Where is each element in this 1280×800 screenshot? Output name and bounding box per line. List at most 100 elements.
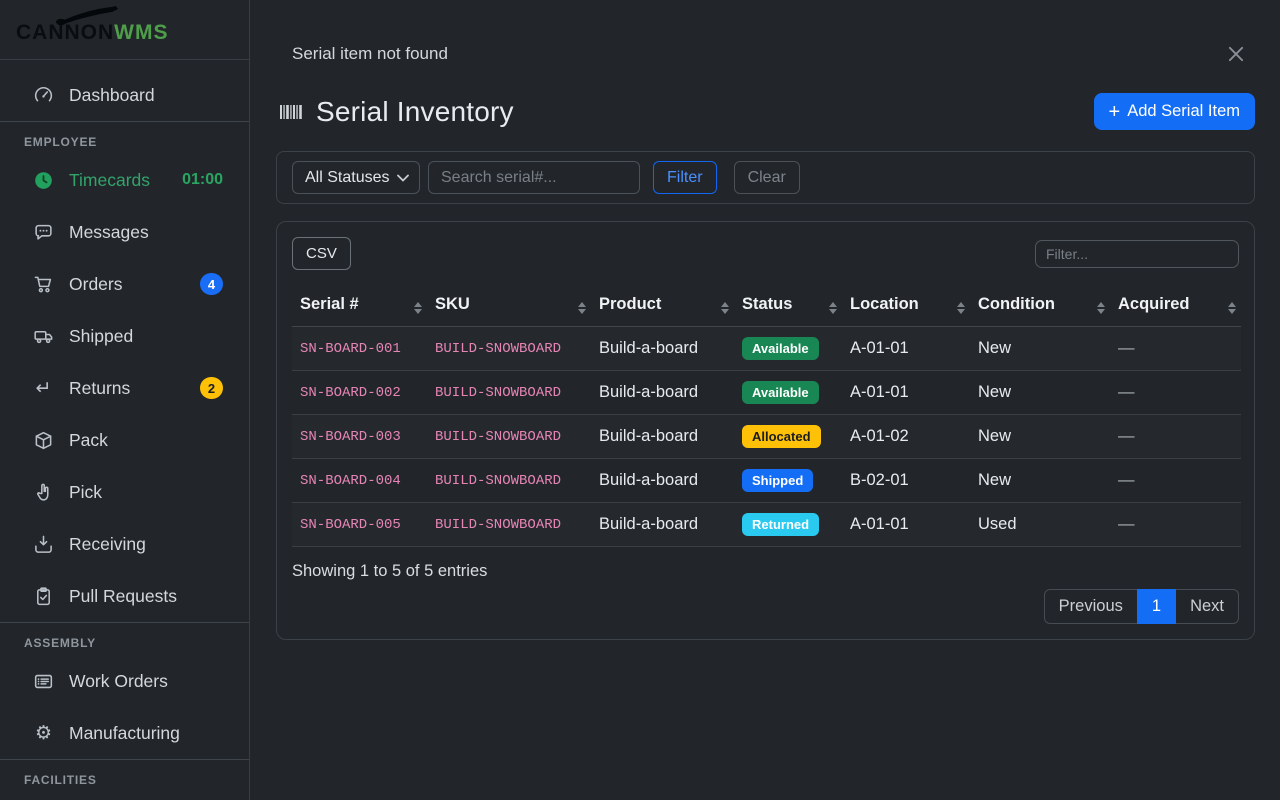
- main-content: Serial item not found Serial Inventory +…: [251, 37, 1280, 640]
- column-header-location[interactable]: Location: [842, 289, 970, 327]
- location-cell: B-02-01: [842, 459, 970, 503]
- clipboard-icon: [33, 587, 54, 606]
- sidebar-item-dashboard[interactable]: Dashboard: [0, 69, 249, 121]
- sidebar-section-assembly: ASSEMBLY: [24, 636, 225, 650]
- product-cell: Build-a-board: [591, 415, 734, 459]
- sidebar-section-employee: EMPLOYEE: [24, 135, 225, 149]
- column-header-acquired[interactable]: Acquired: [1110, 289, 1241, 327]
- column-header-label: Status: [742, 295, 792, 313]
- page-title-group: Serial Inventory: [280, 96, 514, 128]
- status-cell: Returned: [734, 503, 842, 547]
- status-badge: Allocated: [742, 425, 821, 448]
- alert-message: Serial item not found: [292, 44, 448, 64]
- column-header-condition[interactable]: Condition: [970, 289, 1110, 327]
- status-badge: Available: [742, 381, 819, 404]
- sidebar-item-work-orders[interactable]: Work Orders: [0, 655, 249, 707]
- sidebar-item-label: Timecards: [69, 170, 150, 191]
- add-serial-item-button[interactable]: + Add Serial Item: [1094, 93, 1256, 130]
- column-header-sku[interactable]: SKU: [427, 289, 591, 327]
- pagination-page-1-button[interactable]: 1: [1137, 589, 1176, 624]
- product-cell: Build-a-board: [591, 327, 734, 371]
- close-icon: [1227, 45, 1245, 63]
- column-header-serial[interactable]: Serial #: [292, 289, 427, 327]
- table-row[interactable]: SN-BOARD-001BUILD-SNOWBOARDBuild-a-board…: [292, 327, 1241, 371]
- product-cell: Build-a-board: [591, 503, 734, 547]
- column-header-label: Location: [850, 295, 919, 313]
- sidebar-item-pull-requests[interactable]: Pull Requests: [0, 570, 249, 622]
- table-summary: Showing 1 to 5 of 5 entries: [292, 562, 1239, 581]
- column-header-product[interactable]: Product: [591, 289, 734, 327]
- pagination-next-button[interactable]: Next: [1175, 589, 1239, 624]
- cart-icon: [33, 275, 54, 294]
- sidebar-item-label: Orders: [69, 274, 122, 295]
- sidebar-divider: [0, 759, 249, 760]
- sidebar-item-manufacturing[interactable]: ⚙Manufacturing: [0, 707, 249, 759]
- sidebar-item-label: Shipped: [69, 326, 133, 347]
- sidebar-item-label: Dashboard: [69, 85, 155, 106]
- alert-close-button[interactable]: [1225, 43, 1247, 65]
- hand-icon: [33, 483, 54, 502]
- pagination-row: Previous 1 Next: [292, 589, 1239, 624]
- table-filter-input[interactable]: [1035, 240, 1239, 268]
- table-header-row: Serial #SKUProduct Status Location Conditio…: [292, 289, 1241, 327]
- table-row[interactable]: SN-BOARD-002BUILD-SNOWBOARDBuild-a-board…: [292, 371, 1241, 415]
- filter-bar: All Statuses Filter Clear: [276, 151, 1255, 204]
- status-badge: Shipped: [742, 469, 813, 492]
- sidebar-item-timecards[interactable]: Timecards01:00: [0, 154, 249, 206]
- plus-icon: +: [1109, 105, 1121, 119]
- sort-icon: [829, 302, 837, 314]
- sidebar-item-label: Receiving: [69, 534, 146, 555]
- sidebar-divider: [0, 622, 249, 623]
- location-cell: A-01-01: [842, 503, 970, 547]
- return-icon: ↵: [33, 379, 54, 398]
- sidebar-item-label: Messages: [69, 222, 149, 243]
- count-badge: 2: [200, 377, 223, 399]
- clear-button[interactable]: Clear: [734, 161, 800, 194]
- cannon-icon: [46, 6, 132, 26]
- condition-cell: Used: [970, 503, 1110, 547]
- product-cell: Build-a-board: [591, 459, 734, 503]
- status-badge: Returned: [742, 513, 819, 536]
- sidebar-item-label: Returns: [69, 378, 130, 399]
- sidebar-item-pick[interactable]: Pick: [0, 466, 249, 518]
- sort-icon: [578, 302, 586, 314]
- barcode-icon: [280, 104, 303, 120]
- filter-button[interactable]: Filter: [653, 161, 717, 194]
- sidebar-item-shipped[interactable]: Shipped: [0, 310, 249, 362]
- chat-icon: [33, 223, 54, 242]
- product-cell: Build-a-board: [591, 371, 734, 415]
- serial-cell: SN-BOARD-001: [292, 327, 427, 371]
- status-select[interactable]: All Statuses: [292, 161, 420, 194]
- serial-cell: SN-BOARD-005: [292, 503, 427, 547]
- sidebar-item-returns[interactable]: ↵ Returns 2: [0, 362, 249, 414]
- serial-table-card: CSV Serial #SKUProduct Status Location Cond…: [276, 221, 1255, 640]
- condition-cell: New: [970, 327, 1110, 371]
- sidebar-item-orders[interactable]: Orders4: [0, 258, 249, 310]
- sku-cell: BUILD-SNOWBOARD: [427, 371, 591, 415]
- brand-logo[interactable]: CANNONWMS: [0, 0, 249, 60]
- sidebar-item-receiving[interactable]: Receiving: [0, 518, 249, 570]
- serial-cell: SN-BOARD-004: [292, 459, 427, 503]
- table-row[interactable]: SN-BOARD-003BUILD-SNOWBOARDBuild-a-board…: [292, 415, 1241, 459]
- table-toolbar: CSV: [292, 237, 1239, 270]
- sort-icon: [414, 302, 422, 314]
- card-list-icon: [33, 672, 54, 691]
- pagination: Previous 1 Next: [1044, 589, 1239, 624]
- location-cell: A-01-01: [842, 371, 970, 415]
- table-row[interactable]: SN-BOARD-004BUILD-SNOWBOARDBuild-a-board…: [292, 459, 1241, 503]
- serial-search-input[interactable]: [428, 161, 640, 194]
- pagination-previous-button[interactable]: Previous: [1044, 589, 1138, 624]
- status-badge: Available: [742, 337, 819, 360]
- speedometer-icon: [33, 86, 54, 105]
- table-row[interactable]: SN-BOARD-005BUILD-SNOWBOARDBuild-a-board…: [292, 503, 1241, 547]
- serial-cell: SN-BOARD-003: [292, 415, 427, 459]
- csv-export-button[interactable]: CSV: [292, 237, 351, 270]
- sidebar-item-pack[interactable]: Pack: [0, 414, 249, 466]
- sidebar-item-label: Pick: [69, 482, 102, 503]
- sku-cell: BUILD-SNOWBOARD: [427, 327, 591, 371]
- sort-icon: [1228, 302, 1236, 314]
- box-icon: [33, 431, 54, 450]
- sidebar-item-messages[interactable]: Messages: [0, 206, 249, 258]
- column-header-label: Condition: [978, 295, 1055, 313]
- column-header-status[interactable]: Status: [734, 289, 842, 327]
